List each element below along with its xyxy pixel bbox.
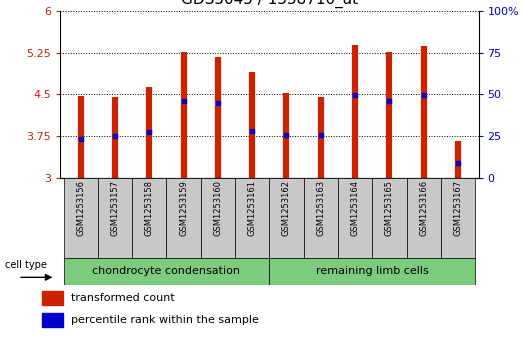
Text: GSM1253158: GSM1253158: [145, 180, 154, 236]
Text: GSM1253166: GSM1253166: [419, 180, 428, 236]
Text: percentile rank within the sample: percentile rank within the sample: [71, 315, 258, 325]
FancyBboxPatch shape: [64, 258, 269, 285]
Title: GDS5045 / 1558710_at: GDS5045 / 1558710_at: [181, 0, 358, 8]
Text: GSM1253157: GSM1253157: [110, 180, 120, 236]
FancyBboxPatch shape: [235, 178, 269, 258]
Text: GSM1253159: GSM1253159: [179, 180, 188, 236]
Text: transformed count: transformed count: [71, 293, 174, 303]
FancyBboxPatch shape: [269, 258, 475, 285]
Bar: [42, 313, 63, 327]
Text: chondrocyte condensation: chondrocyte condensation: [93, 266, 241, 276]
FancyBboxPatch shape: [132, 178, 166, 258]
FancyBboxPatch shape: [406, 178, 441, 258]
Text: GSM1253163: GSM1253163: [316, 180, 325, 236]
FancyBboxPatch shape: [441, 178, 475, 258]
Text: GSM1253161: GSM1253161: [248, 180, 257, 236]
FancyBboxPatch shape: [304, 178, 338, 258]
Text: GSM1253167: GSM1253167: [453, 180, 462, 236]
FancyBboxPatch shape: [201, 178, 235, 258]
Text: GSM1253164: GSM1253164: [350, 180, 360, 236]
FancyBboxPatch shape: [269, 178, 304, 258]
FancyBboxPatch shape: [338, 178, 372, 258]
FancyBboxPatch shape: [98, 178, 132, 258]
Text: GSM1253162: GSM1253162: [282, 180, 291, 236]
Text: cell type: cell type: [5, 260, 47, 270]
Bar: [42, 291, 63, 305]
Text: remaining limb cells: remaining limb cells: [316, 266, 429, 276]
FancyBboxPatch shape: [166, 178, 201, 258]
Text: GSM1253156: GSM1253156: [76, 180, 85, 236]
FancyBboxPatch shape: [64, 178, 98, 258]
Text: GSM1253165: GSM1253165: [385, 180, 394, 236]
FancyBboxPatch shape: [372, 178, 406, 258]
Text: GSM1253160: GSM1253160: [213, 180, 222, 236]
